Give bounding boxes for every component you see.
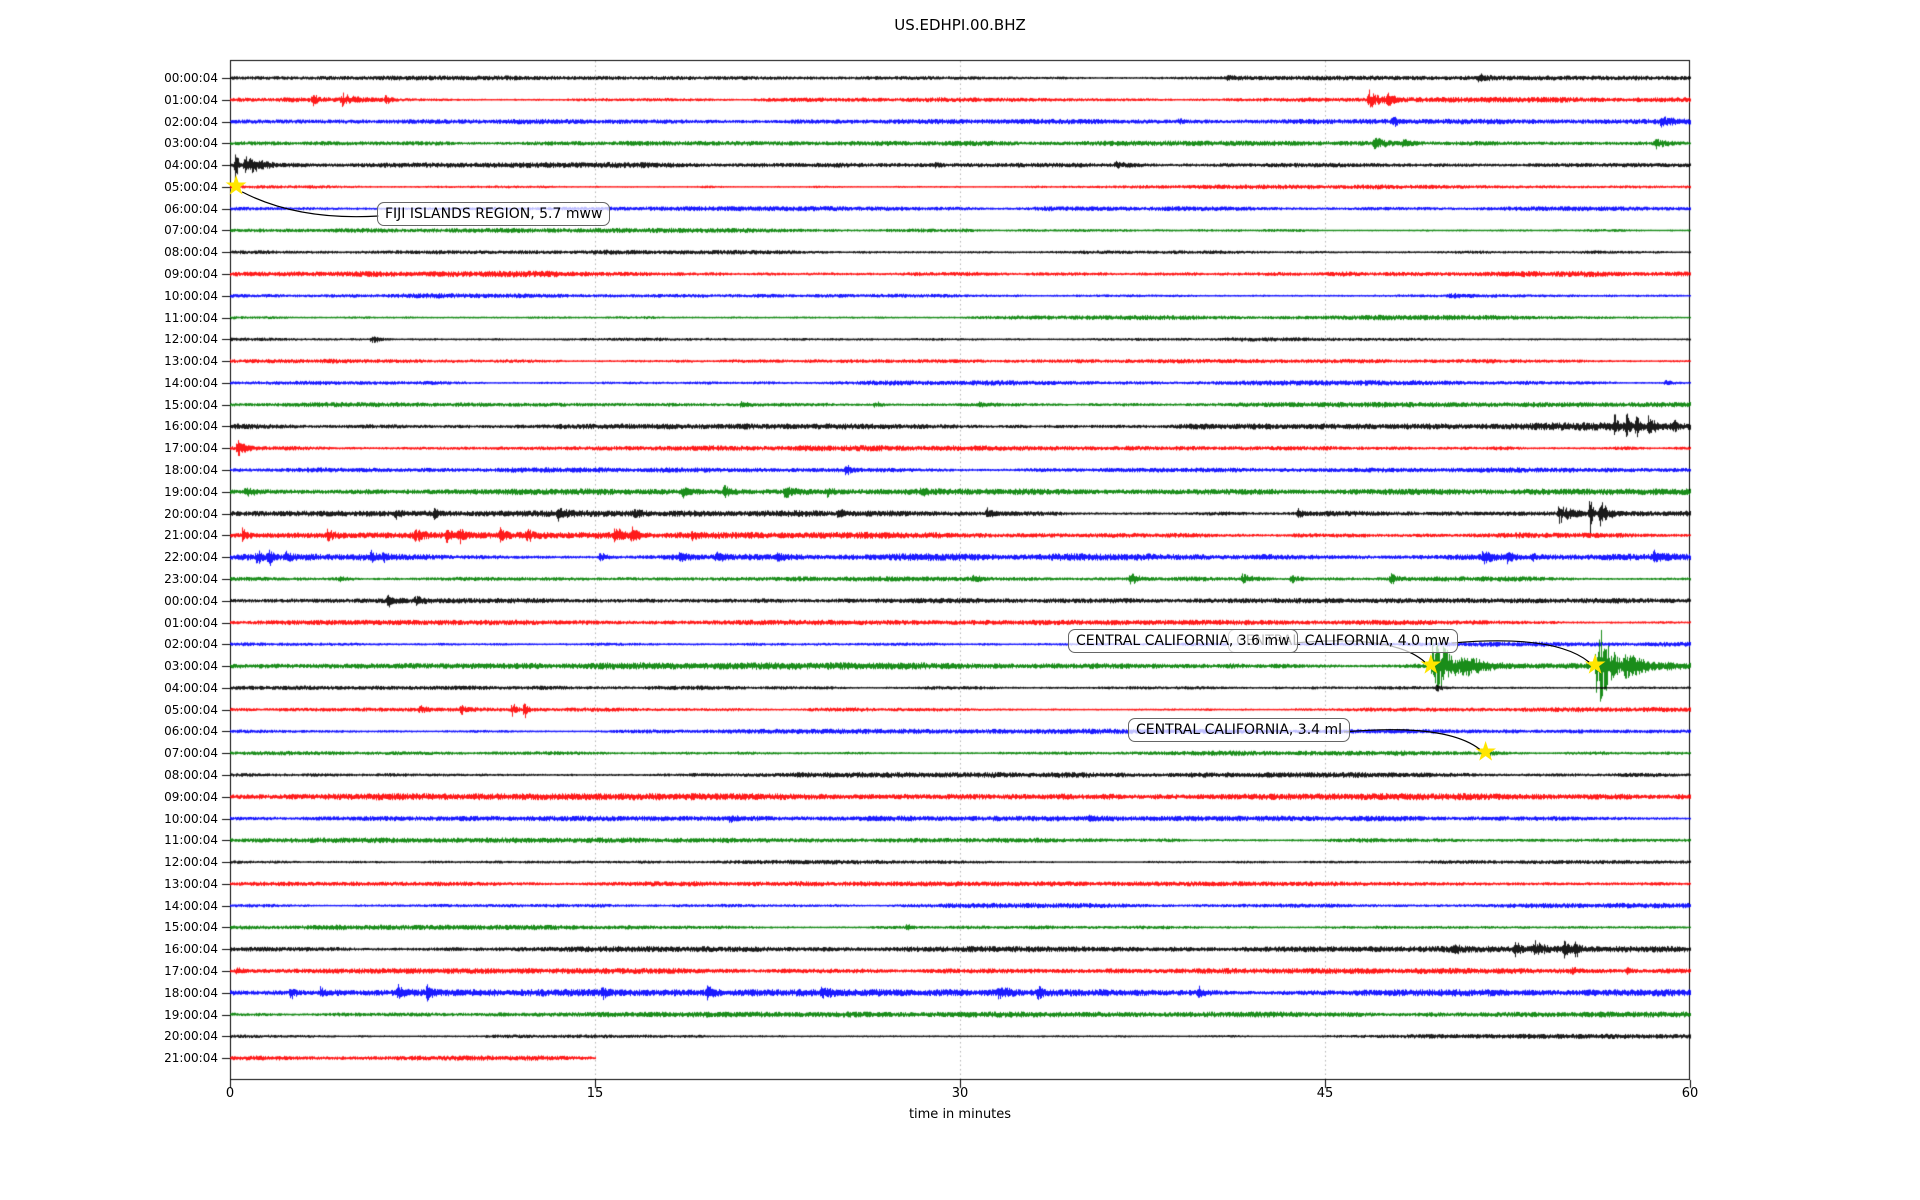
event-star-marker: ★: [1418, 649, 1443, 681]
event-star-marker: ★: [1473, 736, 1498, 768]
event-annotation-box: FIJI ISLANDS REGION, 5.7 mww: [377, 202, 611, 227]
event-annotation-box: CENTRAL CALIFORNIA, 3.4 ml: [1128, 718, 1351, 743]
event-annotation-box: CENTRAL CALIFORNIA, 3.6 mw: [1068, 629, 1298, 654]
event-star-marker: ★: [1582, 649, 1608, 681]
event-star-marker: ★: [223, 170, 249, 202]
